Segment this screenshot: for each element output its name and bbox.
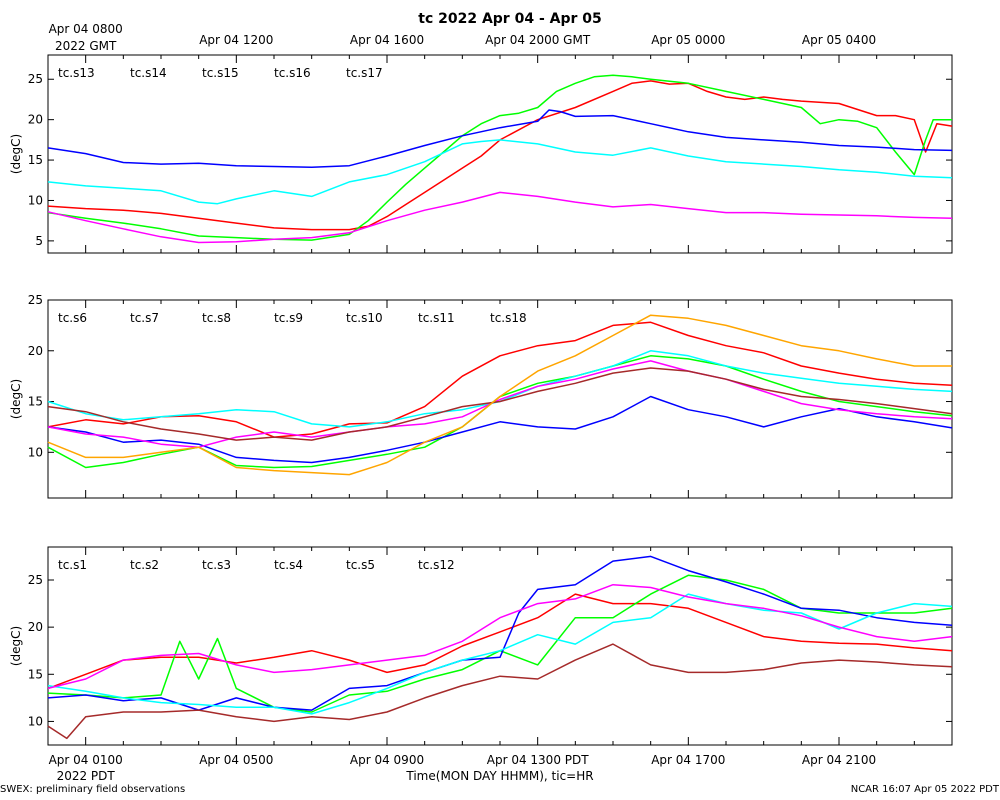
top-axis-label: Apr 05 0400 bbox=[802, 33, 876, 47]
legend-tc.s7: tc.s7 bbox=[130, 311, 159, 325]
legend-tc.s15: tc.s15 bbox=[202, 66, 239, 80]
y-tick-label: 15 bbox=[28, 395, 43, 409]
series-line-tc.s11 bbox=[47, 367, 953, 441]
series-line-tc.s13 bbox=[47, 80, 953, 231]
bottom-axis-label: Apr 04 1300 PDT bbox=[487, 753, 589, 767]
legend-tc.s4: tc.s4 bbox=[274, 558, 303, 572]
bottom-axis-year: 2022 PDT bbox=[57, 769, 116, 783]
y-tick-label: 25 bbox=[28, 293, 43, 307]
bottom-axis-label: Apr 04 0100 bbox=[49, 753, 123, 767]
series-line-tc.s8 bbox=[47, 395, 953, 464]
series-line-tc.s9 bbox=[47, 350, 953, 428]
legend-tc.s5: tc.s5 bbox=[346, 558, 375, 572]
y-axis-label: (degC) bbox=[9, 379, 23, 419]
series-line-tc.s12 bbox=[47, 643, 953, 740]
top-axis-label: Apr 04 0800 bbox=[49, 22, 123, 36]
series-line-tc.s15 bbox=[47, 109, 953, 169]
legend-tc.s9: tc.s9 bbox=[274, 311, 303, 325]
series-line-tc.s4 bbox=[47, 593, 953, 715]
legend-tc.s16: tc.s16 bbox=[274, 66, 311, 80]
y-tick-label: 10 bbox=[28, 714, 43, 728]
top-axis-year: 2022 GMT bbox=[55, 39, 117, 53]
y-axis-label: (degC) bbox=[9, 626, 23, 666]
y-tick-label: 15 bbox=[28, 153, 43, 167]
series-line-tc.s18 bbox=[47, 314, 952, 476]
y-tick-label: 15 bbox=[28, 667, 43, 681]
legend-tc.s8: tc.s8 bbox=[202, 311, 231, 325]
bottom-axis-label: Apr 04 2100 bbox=[802, 753, 876, 767]
legend-tc.s6: tc.s6 bbox=[58, 311, 87, 325]
y-tick-label: 20 bbox=[28, 620, 43, 634]
legend-tc.s13: tc.s13 bbox=[58, 66, 95, 80]
footer-left: SWEX: preliminary field observations bbox=[0, 784, 185, 795]
legend-tc.s17: tc.s17 bbox=[346, 66, 383, 80]
plot-frame bbox=[47, 546, 953, 746]
series-line-tc.s16 bbox=[47, 139, 953, 205]
y-tick-label: 20 bbox=[28, 113, 43, 127]
series-line-tc.s14 bbox=[47, 74, 952, 241]
bottom-axis-label: Apr 04 0500 bbox=[199, 753, 273, 767]
legend-tc.s2: tc.s2 bbox=[130, 558, 159, 572]
panel-3: 10 15 20 25 (degC) tc.s1 tc.s2 tc.s3 tc.s4 tc.s5 t… bbox=[9, 546, 953, 746]
legend-tc.s3: tc.s3 bbox=[202, 558, 231, 572]
top-axis-label: Apr 04 1200 bbox=[199, 33, 273, 47]
series-line-tc.s5 bbox=[47, 583, 953, 690]
legend-tc.s10: tc.s10 bbox=[346, 311, 383, 325]
legend-tc.s12: tc.s12 bbox=[418, 558, 455, 572]
panel-2: 10 15 20 25 (degC) tc.s6 tc.s7 tc.s8 tc.s9 tc.s10… bbox=[9, 293, 953, 499]
series-line-tc.s10 bbox=[47, 360, 953, 448]
legend-tc.s18: tc.s18 bbox=[490, 311, 527, 325]
panel-1: 5 10 15 20 25 (degC) tc.s13 tc.s14 tc.s15 tc.s16 t… bbox=[9, 54, 953, 254]
top-axis-label: Apr 04 1600 bbox=[350, 33, 424, 47]
bottom-axis-label: Apr 04 0900 bbox=[350, 753, 424, 767]
legend-tc.s11: tc.s11 bbox=[418, 311, 455, 325]
y-tick-label: 10 bbox=[28, 193, 43, 207]
footer-right: NCAR 16:07 Apr 05 2022 PDT bbox=[851, 784, 1000, 795]
top-axis-label: Apr 05 0000 bbox=[651, 33, 725, 47]
legend-tc.s14: tc.s14 bbox=[130, 66, 167, 80]
y-tick-label: 5 bbox=[35, 234, 43, 248]
y-axis-label: (degC) bbox=[9, 134, 23, 174]
series-line-tc.s17 bbox=[47, 191, 953, 244]
y-tick-label: 25 bbox=[28, 72, 43, 86]
y-tick-label: 10 bbox=[28, 445, 43, 459]
plot-frame bbox=[47, 54, 953, 254]
series-line-tc.s3 bbox=[47, 555, 953, 711]
x-axis-label: Time(MON DAY HHMM), tic=HR bbox=[405, 769, 593, 783]
series-line-tc.s7 bbox=[47, 355, 953, 469]
series-line-tc.s2 bbox=[47, 574, 953, 713]
legend-tc.s1: tc.s1 bbox=[58, 558, 87, 572]
y-tick-label: 25 bbox=[28, 573, 43, 587]
series-line-tc.s1 bbox=[47, 593, 953, 690]
bottom-axis-label: Apr 04 1700 bbox=[651, 753, 725, 767]
chart-title: tc 2022 Apr 04 - Apr 05 bbox=[418, 11, 602, 27]
top-axis-label: Apr 04 2000 GMT bbox=[485, 33, 591, 47]
y-tick-label: 20 bbox=[28, 344, 43, 358]
series-line-tc.s6 bbox=[47, 321, 953, 438]
